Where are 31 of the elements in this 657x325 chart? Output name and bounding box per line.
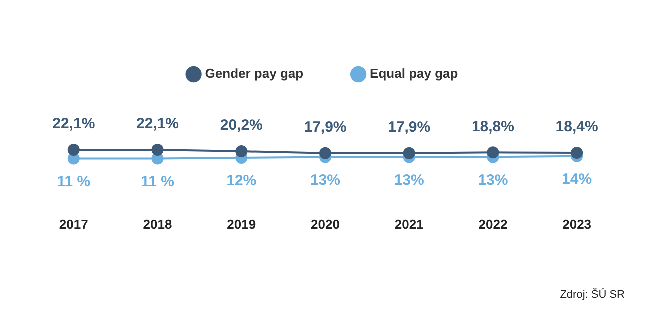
text: Zdroj: ŠÚ SR [559,289,626,301]
data-label: 13% [394,172,424,189]
point [319,147,332,160]
data-label: 18,4% [556,118,598,136]
data-label: 11 % [141,173,174,190]
data-label: 13% [478,172,508,189]
point [403,147,416,160]
x-tick-label: 2022 [478,216,508,232]
x-tick-label: 2018 [143,216,172,232]
data-label: 20,2% [220,117,263,134]
data-label: 18,8% [472,118,514,136]
data-label: 13% [310,172,340,189]
data-label: 12% [226,172,257,190]
point [571,146,584,159]
x-tick-label: 2019 [227,216,256,232]
data-label: 22,1% [136,116,180,133]
x-tick-label: 2020 [311,216,340,232]
data-label: 22,1% [52,116,96,133]
data-label: 17,9% [304,118,347,136]
point [487,146,500,159]
legend-label: Equal pay gap [370,66,458,82]
point [236,146,248,158]
legend-label: Gender pay gap [205,66,304,82]
x-tick-label: 2023 [562,216,592,232]
x-tick-label: 2017 [59,216,88,232]
point [68,144,80,156]
data-label: 17,9% [388,118,431,136]
data-label: 14% [562,171,592,188]
data-label: 11 % [57,173,91,190]
x-tick-label: 2021 [394,216,424,232]
point [152,144,164,156]
